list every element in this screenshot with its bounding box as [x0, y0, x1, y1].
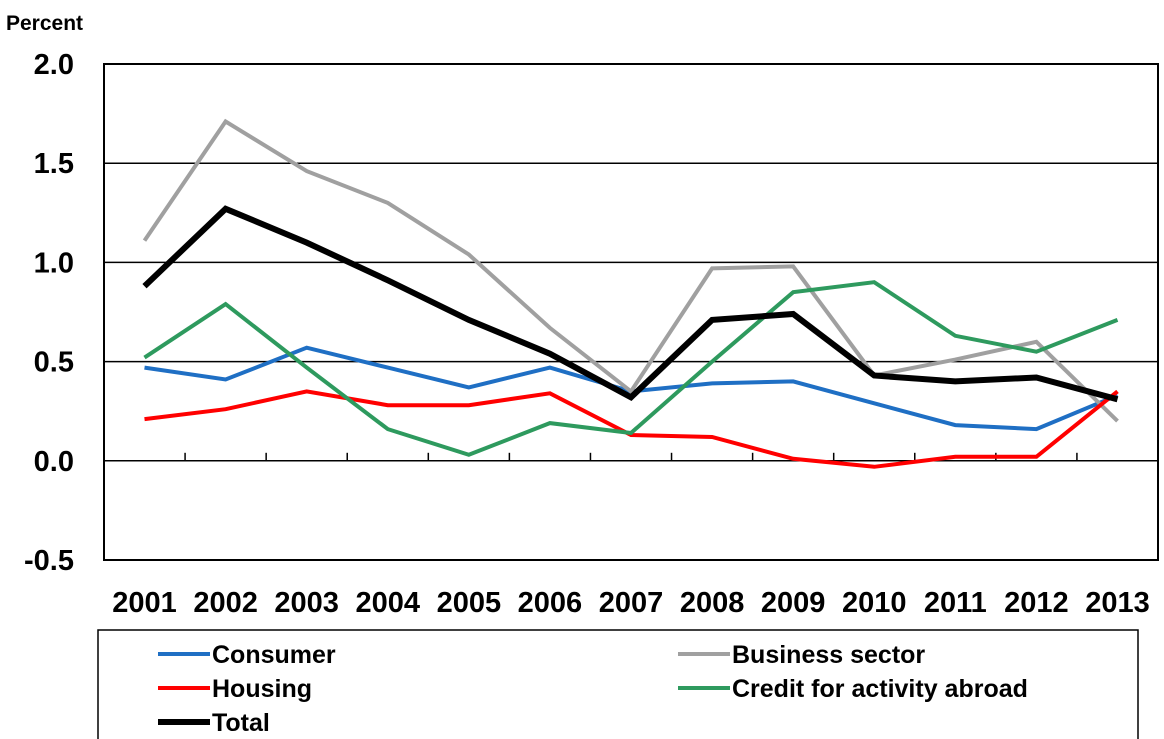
series-line-credit-for-activity-abroad — [143, 280, 1119, 457]
y-tick-label: 0.5 — [34, 347, 74, 379]
legend: Consumer Business sector Housing Credit for… — [158, 641, 1028, 737]
x-tick-marks — [184, 452, 1078, 461]
x-tick-label: 2008 — [680, 587, 745, 619]
gridlines — [104, 162, 1158, 462]
x-tick-label: 2002 — [193, 587, 258, 619]
x-tick-label: 2011 — [924, 587, 987, 619]
legend-label: Business sector — [732, 641, 925, 669]
y-tick-label: 0.0 — [34, 446, 74, 478]
series-line-business-sector — [142, 118, 1119, 423]
series-line-housing — [144, 389, 1119, 469]
x-tick-label: 2009 — [761, 587, 826, 619]
legend-box — [97, 629, 1139, 739]
series-line-total — [142, 205, 1119, 403]
x-tick-label: 2010 — [842, 587, 907, 619]
legend-label: Consumer — [212, 641, 336, 669]
legend-label: Housing — [212, 675, 312, 703]
y-tick-label: 1.5 — [34, 148, 74, 180]
x-tick-label: 2003 — [274, 587, 339, 619]
y-tick-label: 1.0 — [34, 247, 74, 279]
x-tick-label: 2005 — [437, 587, 502, 619]
series-lines — [142, 118, 1119, 469]
x-tick-label: 2012 — [1004, 587, 1069, 619]
x-tick-label: 2006 — [518, 587, 583, 619]
x-tick-label: 2001 — [112, 587, 177, 619]
legend-label: Total — [212, 709, 270, 737]
x-tick-labels: 2001 2002 2003 2004 2005 2006 2007 2008 2009 2010… — [112, 587, 1149, 619]
plot-area — [103, 63, 1159, 561]
x-tick-label: 2004 — [356, 587, 421, 619]
y-tick-label: 2.0 — [34, 49, 74, 81]
y-tick-labels: 2.0 1.5 1.0 0.5 0.0 -0.5 — [24, 49, 74, 577]
y-axis-title: Percent — [6, 12, 83, 35]
x-tick-label: 2013 — [1085, 587, 1150, 619]
legend-label: Credit for activity abroad — [732, 675, 1028, 703]
x-tick-label: 2007 — [599, 587, 664, 619]
y-tick-label: -0.5 — [24, 545, 74, 577]
